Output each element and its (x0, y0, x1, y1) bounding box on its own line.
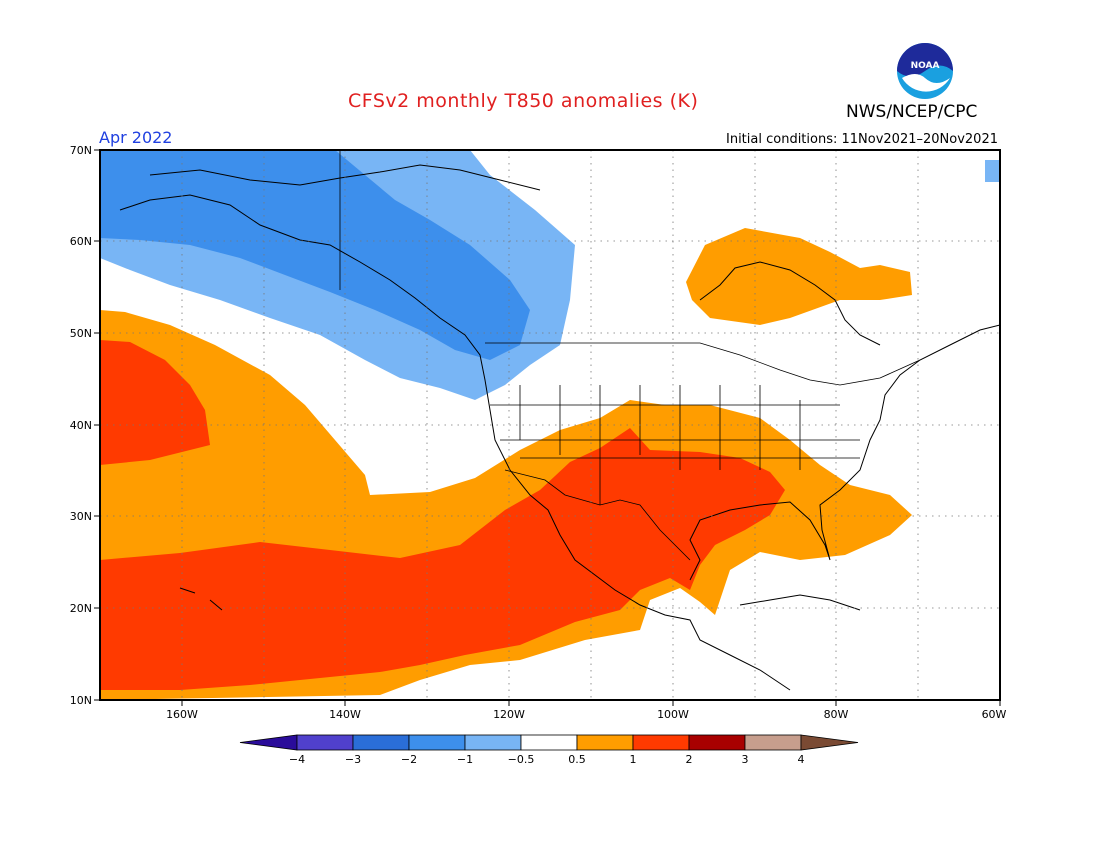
lat-tick-label: 40N (70, 419, 92, 432)
lat-tick-label: 70N (70, 144, 92, 157)
colorbar-label: 2 (686, 753, 693, 766)
map-title: CFSv2 monthly T850 anomalies (K) (348, 90, 699, 112)
lat-tick-label: 20N (70, 602, 92, 615)
noaa-logo-text: NOAA (911, 61, 940, 71)
lat-tick-label: 50N (70, 327, 92, 340)
colorbar-label: −1 (457, 753, 473, 766)
lon-tick-label: 80W (824, 708, 849, 721)
colorbar-segment (632, 734, 690, 751)
lat-tick-label: 10N (70, 694, 92, 707)
lat-axis (94, 149, 100, 701)
colorbar-segment (576, 734, 634, 751)
colorbar-label: 4 (798, 753, 805, 766)
colorbar-label: −0.5 (508, 753, 535, 766)
colorbar-segment (408, 734, 466, 751)
anomaly-field-blue (100, 150, 530, 360)
colorbar-label: −4 (289, 753, 305, 766)
colorbar-segment (352, 734, 410, 751)
lon-axis (181, 700, 1001, 706)
lon-tick-label: 100W (657, 708, 689, 721)
lon-tick-label: 160W (166, 708, 198, 721)
colorbar-segment (464, 734, 522, 751)
colorbar-arrow-low (239, 734, 298, 751)
anomaly-field-red (100, 340, 210, 465)
colorbar-label: 0.5 (568, 753, 586, 766)
colorbar-segment (296, 734, 354, 751)
colorbar-segment (688, 734, 746, 751)
forecast-period: Apr 2022 (99, 128, 173, 147)
lat-tick-label: 60N (70, 235, 92, 248)
initial-conditions: Initial conditions: 11Nov2021–20Nov2021 (726, 132, 998, 147)
colorbar-label: 3 (742, 753, 749, 766)
anomaly-field-red-south (100, 428, 785, 690)
anomaly-field-orange-canada (686, 228, 912, 325)
colorbar-segment (744, 734, 802, 751)
coastlines (119, 164, 1000, 691)
lat-tick-label: 30N (70, 510, 92, 523)
colorbar-segment (520, 734, 578, 751)
lon-tick-label: 140W (329, 708, 361, 721)
colorbar: −4 −3 −2 −1 −0.5 0.5 1 2 3 4 (239, 734, 859, 766)
graticule (100, 150, 1000, 700)
noaa-logo-icon: NOAA (897, 43, 953, 99)
anomaly-field-blue-greenland (985, 160, 1000, 182)
colorbar-arrow-high (800, 734, 859, 751)
agency-label: NWS/NCEP/CPC (846, 102, 978, 122)
colorbar-label: −3 (345, 753, 361, 766)
lon-tick-label: 120W (493, 708, 525, 721)
anomaly-shading (100, 150, 1000, 700)
colorbar-label: 1 (630, 753, 637, 766)
lon-tick-label: 60W (982, 708, 1007, 721)
political-borders (339, 150, 921, 561)
colorbar-label: −2 (401, 753, 417, 766)
